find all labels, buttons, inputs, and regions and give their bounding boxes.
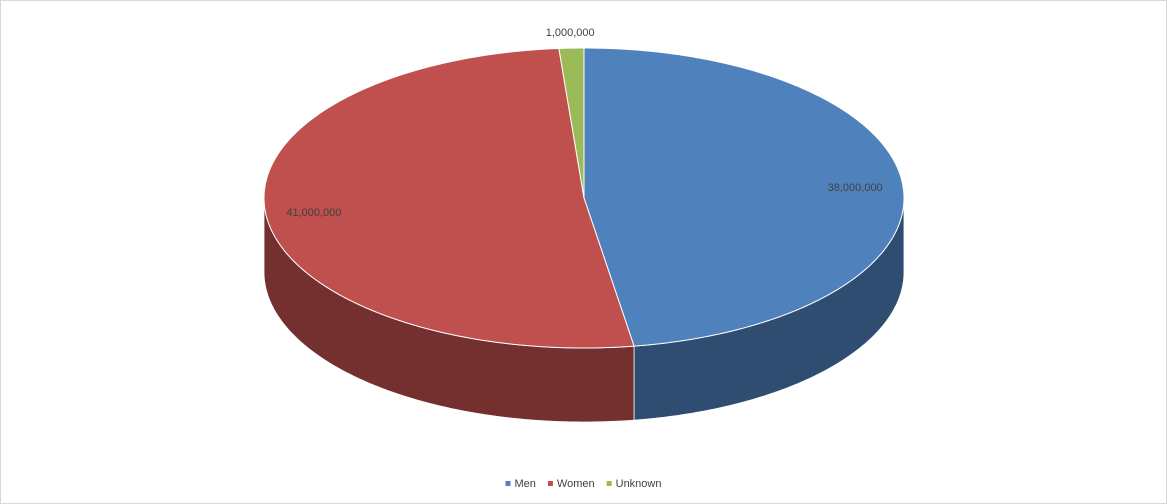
legend-label: Women [557, 478, 595, 490]
value-labels: 38,000,000 41,000,000 1,000,000 [286, 27, 882, 219]
slice [583, 47, 905, 347]
legend-label: Men [515, 478, 536, 490]
slice [263, 47, 635, 349]
legend-swatch [547, 481, 553, 486]
value-label: 38,000,000 [828, 182, 883, 194]
legend-label: Unknown [616, 478, 662, 490]
value-label: 1,000,000 [546, 27, 595, 39]
legend-swatch [505, 481, 511, 486]
legend-swatch [606, 481, 612, 486]
value-label: 41,000,000 [286, 207, 341, 219]
slice [558, 47, 585, 199]
legend: Men Women Unknown [505, 478, 662, 490]
pie-tops [263, 47, 905, 349]
